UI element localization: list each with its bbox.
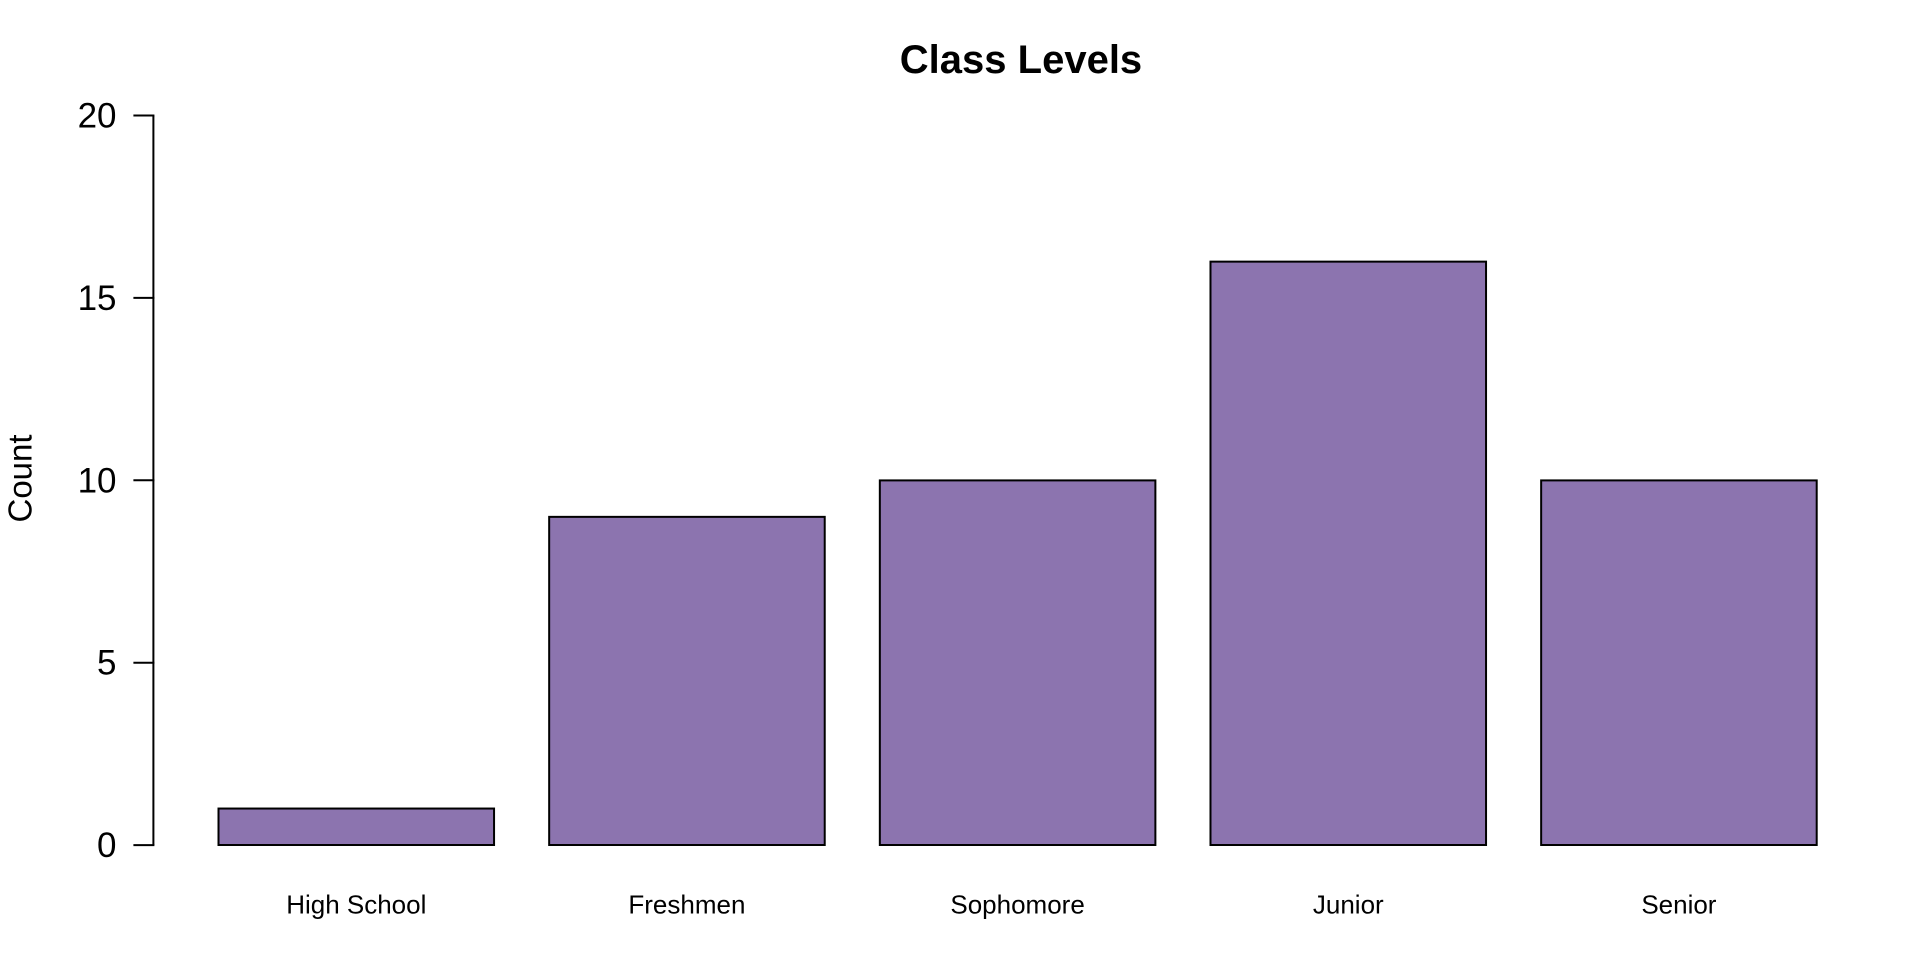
svg-text:20: 20 [78,97,117,136]
svg-text:10: 10 [78,461,117,500]
svg-text:Junior: Junior [1313,890,1384,920]
svg-text:15: 15 [78,279,117,318]
svg-text:0: 0 [97,826,116,865]
svg-text:High School: High School [286,890,426,920]
svg-text:Sophomore: Sophomore [950,890,1084,920]
svg-text:Class Levels: Class Levels [900,38,1142,82]
svg-text:Freshmen: Freshmen [628,890,745,920]
svg-text:Senior: Senior [1641,890,1716,920]
svg-text:Count: Count [1,434,38,522]
svg-text:5: 5 [97,644,116,683]
